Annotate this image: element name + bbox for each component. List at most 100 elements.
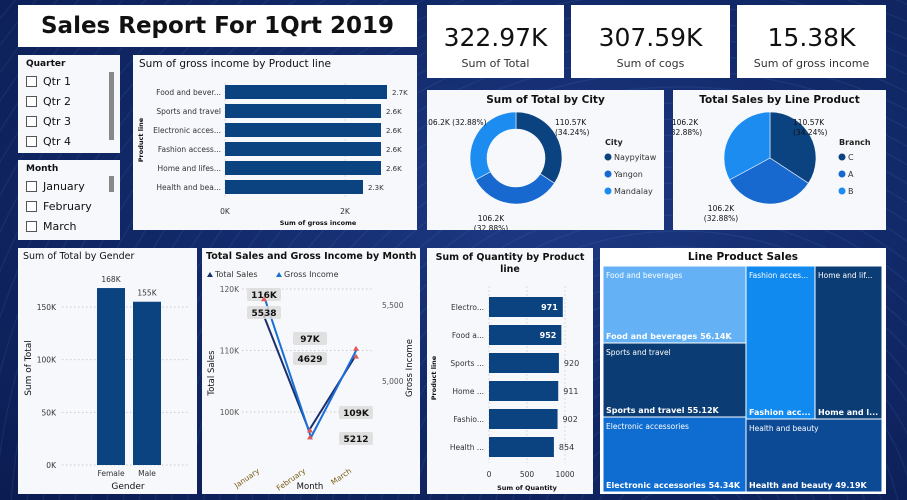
- legend-label: C: [848, 153, 854, 162]
- y-axis-title: Sum of Total: [24, 340, 34, 396]
- checkbox[interactable]: [26, 221, 37, 232]
- checkbox[interactable]: [26, 76, 37, 87]
- tick-label: 0K: [220, 207, 231, 216]
- category-label: Food and bever...: [156, 88, 221, 97]
- chart-title: Sum of Total by Gender: [23, 251, 134, 262]
- treemap-label: Food and beverages: [606, 271, 682, 280]
- kpi-card-cogs: 307.59K Sum of cogs: [571, 5, 730, 78]
- report-title-panel: Sales Report For 1Qrt 2019: [18, 5, 417, 47]
- page-title: Sales Report For 1Qrt 2019: [40, 13, 395, 39]
- bar: [225, 161, 381, 175]
- y-axis-title: Product line: [137, 117, 145, 162]
- bar: [225, 123, 381, 137]
- checkbox[interactable]: [26, 201, 37, 212]
- tick-label: 2K: [340, 207, 351, 216]
- chart-svg: Sum of gross income by Product line Food …: [137, 58, 408, 227]
- x-axis-title: Sum of Quantity: [497, 484, 558, 492]
- checkbox[interactable]: [26, 116, 37, 127]
- tick-label: 5,500: [382, 301, 404, 310]
- data-label: 4629: [297, 355, 322, 365]
- kpi-card-gross-income: 15.38K Sum of gross income: [737, 5, 886, 78]
- data-label: 2.6K: [386, 108, 402, 116]
- slicer-item-qtr2[interactable]: Qtr 2: [26, 95, 71, 108]
- legend-marker: [604, 170, 612, 178]
- data-point: [353, 353, 359, 359]
- category-label: Male: [138, 469, 156, 478]
- legend-marker: [838, 187, 846, 195]
- data-label-box: [247, 306, 281, 319]
- data-label: 155K: [137, 289, 157, 298]
- total-by-gender-chart: Sum of Total by Gender 0K 50K 100K 150K 168K F…: [18, 248, 197, 494]
- tick-label: 120K: [220, 285, 240, 294]
- legend-label: Total Sales: [214, 270, 258, 279]
- slicer-item-february[interactable]: February: [26, 200, 92, 213]
- treemap-value-label: Health and beauty 49.19K: [749, 481, 868, 490]
- data-label: 2.3K: [368, 184, 384, 192]
- slicer-title: Quarter: [26, 59, 66, 69]
- bar: [489, 381, 559, 401]
- slicer-item-march[interactable]: March: [26, 220, 77, 233]
- quantity-by-product-chart: Sum of Quantity by Product line Electro...…: [427, 248, 593, 494]
- pie-slice: [469, 111, 517, 181]
- checkbox[interactable]: [26, 136, 37, 147]
- legend-label: Naypyitaw: [614, 153, 657, 162]
- checkbox[interactable]: [26, 181, 37, 192]
- legend-marker: [207, 272, 213, 277]
- y-axis-title: Total Sales: [207, 350, 217, 397]
- checkbox[interactable]: [26, 96, 37, 107]
- data-label: (32.88%): [704, 214, 739, 223]
- slicer-item-qtr3[interactable]: Qtr 3: [26, 115, 71, 128]
- treemap-tile: [814, 265, 883, 420]
- legend-marker: [838, 170, 846, 178]
- scrollbar[interactable]: [109, 176, 114, 192]
- legend-marker: [604, 153, 612, 161]
- slicer-item-label: Qtr 3: [43, 115, 71, 128]
- chart-title: Sum of Total by City: [486, 94, 605, 106]
- data-label: 116K: [251, 291, 278, 301]
- data-label: 110.57K: [793, 118, 825, 127]
- treemap-tile: [745, 418, 883, 493]
- chart-title: Sum of gross income by Product line: [139, 58, 331, 70]
- slicer-item-label: Qtr 4: [43, 135, 71, 148]
- data-label: 168K: [101, 275, 121, 284]
- legend-marker: [604, 187, 612, 195]
- treemap-label: Fashion acces...: [749, 271, 808, 280]
- slicer-item-january[interactable]: January: [26, 180, 85, 193]
- y-axis-title: Product line: [430, 355, 438, 400]
- slicer-item-qtr4[interactable]: Qtr 4: [26, 135, 71, 148]
- chart-title: Total Sales and Gross Income by Month: [206, 251, 417, 262]
- chart-title-line2: line: [500, 264, 520, 275]
- slicer-item-qtr1[interactable]: Qtr 1: [26, 75, 71, 88]
- tick-label: 0K: [46, 461, 57, 470]
- category-label: Sports ...: [450, 359, 484, 368]
- data-label-box: [339, 406, 373, 419]
- pie-slice: [475, 171, 555, 205]
- category-label: Fashio...: [453, 415, 484, 424]
- total-by-city-chart: Sum of Total by City 110.57K (34.24%) 106.2…: [427, 90, 664, 230]
- data-label: 106.2K: [478, 214, 505, 223]
- quarter-slicer: Quarter Qtr 1 Qtr 2 Qtr 3 Qtr 4: [18, 55, 120, 153]
- category-label: Electronic acces...: [153, 126, 221, 135]
- data-label-box: [247, 288, 281, 301]
- data-label: 2.6K: [386, 146, 402, 154]
- treemap-tile: [602, 416, 747, 493]
- tick-label: 5,000: [382, 377, 404, 386]
- pie-slice: [723, 111, 771, 181]
- month-slicer: Month January February March: [18, 160, 120, 240]
- treemap-label: Electronic accessories: [606, 422, 689, 431]
- legend-marker: [276, 272, 282, 277]
- data-label: (32.88%): [673, 128, 702, 137]
- chart-svg: Total Sales by Line Product 110.57K(34.24…: [673, 94, 871, 223]
- bar: [225, 142, 381, 156]
- treemap-value-label: Electronic accessories 54.34K: [606, 481, 741, 490]
- x-axis-title: Gender: [111, 482, 144, 492]
- slicer-item-label: January: [43, 180, 85, 193]
- data-label: 952: [540, 331, 557, 340]
- slicer-item-label: Qtr 2: [43, 95, 71, 108]
- legend-label: B: [848, 187, 854, 196]
- chart-svg: Total Sales and Gross Income by Month Tot…: [206, 251, 417, 493]
- data-point: [353, 345, 359, 351]
- scrollbar[interactable]: [109, 72, 114, 140]
- bar: [225, 104, 381, 118]
